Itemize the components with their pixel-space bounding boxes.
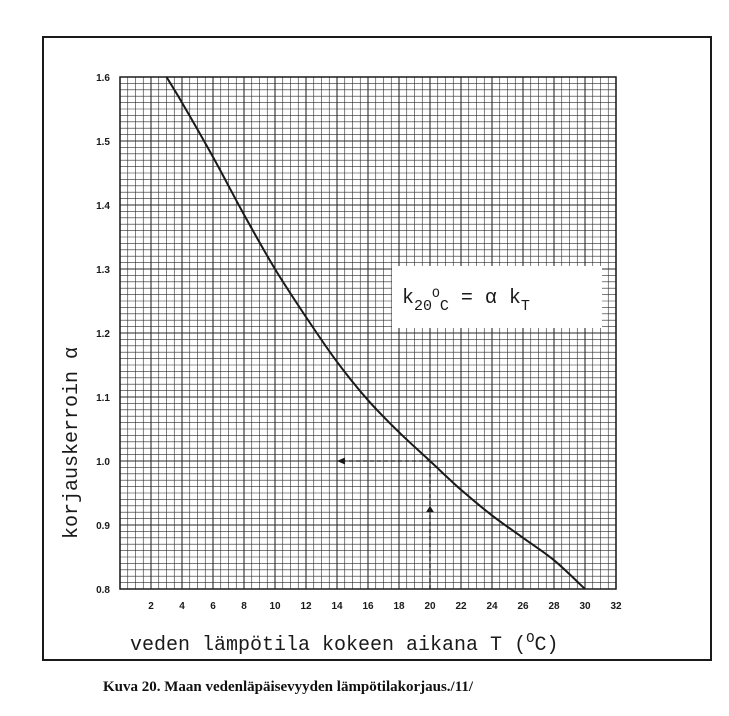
x-tick-label: 24 xyxy=(486,601,498,612)
plot-border xyxy=(119,76,617,590)
example-reading xyxy=(337,457,434,589)
x-tick-label: 22 xyxy=(455,601,467,612)
reading-arrow-up xyxy=(426,505,434,513)
formula-box: k20OC = α kT xyxy=(392,266,602,328)
x-tick-label: 2 xyxy=(148,601,154,612)
x-tick-label: 14 xyxy=(331,601,343,612)
grid xyxy=(119,76,617,590)
x-tick-label: 26 xyxy=(517,601,529,612)
x-tick-label: 12 xyxy=(300,601,312,612)
figure-caption: Kuva 20. Maan vedenläpäisevyyden lämpöti… xyxy=(103,679,474,695)
x-tick-label: 8 xyxy=(241,601,247,612)
x-tick-label: 10 xyxy=(269,601,281,612)
y-tick-label: 0.9 xyxy=(96,521,110,532)
x-tick-label: 4 xyxy=(179,601,185,612)
formula: k20OC = α kT xyxy=(402,286,530,315)
y-tick-label: 1.4 xyxy=(96,201,110,212)
x-tick-label: 30 xyxy=(579,601,591,612)
x-tick-label: 18 xyxy=(393,601,405,612)
x-tick-label: 32 xyxy=(610,601,622,612)
tick-labels: 2 4 6 8 10 12 14 16 18 20 22 24 26 28 30 320.80.91.01.1… xyxy=(96,73,622,612)
y-tick-label: 0.8 xyxy=(96,585,110,596)
y-tick-label: 1.0 xyxy=(96,457,110,468)
x-tick-label: 6 xyxy=(210,601,216,612)
y-tick-label: 1.1 xyxy=(96,393,110,404)
correction-curve xyxy=(165,76,586,590)
plot-area: 2 4 6 8 10 12 14 16 18 20 22 24 26 28 30 320.80.91.01.1… xyxy=(96,73,622,612)
x-axis-label: veden lämpötila kokeen aikana T (OC) xyxy=(130,631,559,657)
y-tick-label: 1.2 xyxy=(96,329,110,340)
y-tick-label: 1.6 xyxy=(96,73,110,84)
reading-arrow-left xyxy=(337,457,345,465)
y-tick-label: 1.3 xyxy=(96,265,110,276)
y-tick-label: 1.5 xyxy=(96,137,110,148)
figure-frame xyxy=(42,36,712,661)
x-tick-label: 28 xyxy=(548,601,560,612)
y-axis-label: korjauskerroin α xyxy=(61,347,84,539)
x-tick-label: 20 xyxy=(424,601,436,612)
x-tick-label: 16 xyxy=(362,601,374,612)
